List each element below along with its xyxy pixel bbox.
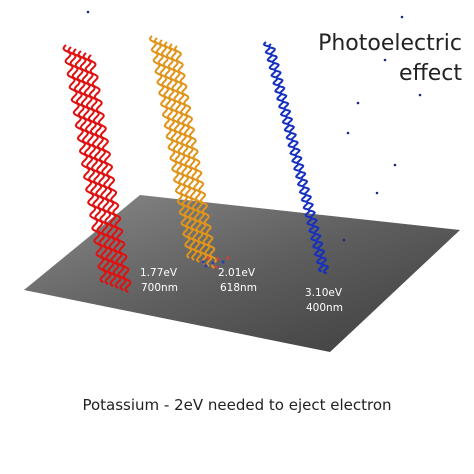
wavelength-label: 618nm [220, 282, 257, 294]
electron [86, 10, 90, 14]
wave [164, 41, 208, 265]
electron [400, 15, 404, 19]
energy-label: 1.77eV [140, 267, 178, 279]
title-line: Photoelectric [318, 31, 462, 56]
energy-label: 3.10eV [305, 287, 343, 299]
caption: Potassium - 2eV needed to eject electron [82, 396, 391, 414]
electrons [86, 10, 422, 269]
wave [67, 46, 112, 285]
electron [221, 260, 225, 264]
wave [169, 43, 213, 267]
energy-label: 2.01eV [218, 267, 256, 279]
electron [211, 261, 215, 265]
wave [77, 50, 122, 289]
electron [214, 265, 218, 269]
wave [62, 44, 107, 283]
electron [206, 256, 210, 260]
electron [383, 58, 387, 62]
electron [216, 257, 220, 261]
electron [204, 264, 208, 268]
electron [418, 93, 422, 97]
wave [159, 39, 203, 263]
light-beams [62, 35, 329, 293]
wave [154, 37, 198, 261]
wavelength-label: 400nm [306, 302, 343, 314]
wavelength-label: 700nm [141, 282, 178, 294]
electron [393, 163, 397, 167]
title-line: effect [399, 61, 462, 86]
electron [342, 238, 346, 242]
electron [201, 260, 205, 264]
wave [72, 48, 117, 287]
wave [82, 52, 127, 291]
wave [174, 45, 218, 269]
electron [375, 191, 379, 195]
wave [267, 43, 329, 275]
electron [226, 256, 230, 260]
wave [87, 54, 132, 293]
electron [356, 101, 360, 105]
metal-plate [24, 195, 460, 352]
electron [346, 131, 350, 135]
wave [149, 35, 193, 259]
